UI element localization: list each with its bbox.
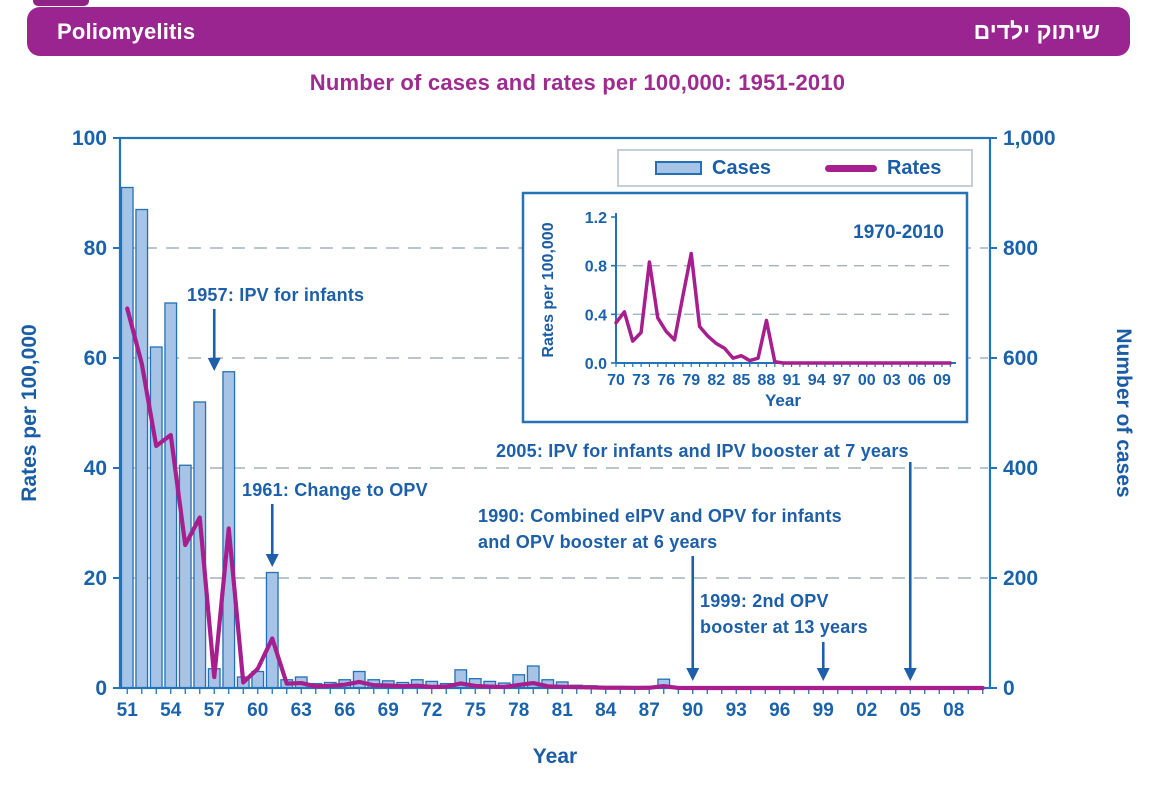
svg-text:57: 57 [204, 700, 225, 721]
svg-text:81: 81 [552, 700, 574, 721]
svg-text:75: 75 [465, 700, 487, 721]
x-axis-title: Year [532, 745, 578, 768]
svg-text:94: 94 [808, 372, 826, 389]
svg-text:69: 69 [378, 700, 399, 721]
annotation-1990-eipv-opv: 1990: Combined eIPV and OPV for infants … [478, 506, 842, 552]
annotation-arrow-1990 [686, 556, 700, 681]
svg-text:0.0: 0.0 [585, 356, 607, 373]
svg-text:0: 0 [95, 677, 107, 700]
svg-text:80: 80 [84, 237, 107, 260]
svg-text:100: 100 [72, 127, 107, 150]
inset-chart: 0.0 0.4 0.8 1.2 70 73 76 79 82 85 88 91 94 97 00 03 06 09 [521, 191, 969, 424]
annotation-arrow-1961 [265, 504, 279, 567]
svg-text:90: 90 [682, 700, 703, 721]
svg-text:400: 400 [1003, 457, 1038, 480]
svg-text:82: 82 [707, 372, 725, 389]
svg-text:66: 66 [334, 700, 355, 721]
inset-range-label: 1970-2010 [853, 222, 944, 243]
inset-rates-line [614, 251, 953, 365]
svg-text:70: 70 [607, 372, 625, 389]
svg-text:78: 78 [508, 700, 529, 721]
svg-text:1,000: 1,000 [1003, 127, 1056, 150]
svg-text:20: 20 [84, 567, 107, 590]
svg-text:03: 03 [883, 372, 901, 389]
svg-text:76: 76 [657, 372, 675, 389]
banner-title-english: Poliomyelitis [57, 18, 196, 44]
svg-text:600: 600 [1003, 347, 1038, 370]
annotation-1961-opv: 1961: Change to OPV [242, 480, 428, 500]
svg-text:200: 200 [1003, 567, 1038, 590]
svg-text:60: 60 [247, 700, 268, 721]
svg-text:85: 85 [732, 372, 750, 389]
annotation-1999-opv-booster: 1999: 2nd OPV booster at 13 years [700, 591, 868, 637]
svg-text:60: 60 [84, 347, 107, 370]
svg-text:06: 06 [908, 372, 926, 389]
svg-text:88: 88 [758, 372, 776, 389]
annotation-arrow-1957 [207, 309, 221, 371]
svg-text:40: 40 [84, 457, 107, 480]
page-title: Number of cases and rates per 100,000: 1… [309, 70, 846, 95]
svg-text:02: 02 [856, 700, 877, 721]
svg-text:51: 51 [117, 700, 139, 721]
svg-text:63: 63 [291, 700, 312, 721]
svg-text:93: 93 [726, 700, 747, 721]
svg-text:0.4: 0.4 [585, 307, 607, 324]
banner-title-hebrew: שיתוק ילדים [973, 18, 1100, 44]
svg-text:87: 87 [639, 700, 660, 721]
svg-text:54: 54 [160, 700, 182, 721]
svg-text:1.2: 1.2 [585, 210, 607, 227]
svg-text:800: 800 [1003, 237, 1038, 260]
rates-line [125, 306, 985, 691]
legend-cases-swatch [655, 161, 702, 175]
inset-x-axis-title: Year [765, 391, 801, 410]
legend-rates-swatch [824, 164, 877, 172]
legend-rates-label: Rates [886, 156, 942, 179]
left-axis-title: Rates per 100,000 [18, 324, 41, 502]
legend: Cases Rates [617, 149, 973, 187]
inset-y-axis-title: Rates per 100,000 [540, 222, 557, 358]
annotation-arrow-1999 [816, 642, 830, 681]
svg-text:08: 08 [943, 700, 964, 721]
right-axis-title: Number of cases [1112, 328, 1135, 498]
banner: Poliomyelitis שיתוק ילדים [27, 7, 1130, 56]
svg-text:73: 73 [632, 372, 650, 389]
svg-text:72: 72 [421, 700, 442, 721]
annotation-arrow-2005 [903, 462, 917, 681]
svg-text:99: 99 [813, 700, 834, 721]
svg-text:96: 96 [769, 700, 790, 721]
svg-text:09: 09 [933, 372, 951, 389]
svg-text:0.8: 0.8 [585, 259, 607, 276]
annotation-1957-ipv: 1957: IPV for infants [187, 285, 365, 305]
svg-text:97: 97 [833, 372, 851, 389]
svg-text:84: 84 [595, 700, 617, 721]
svg-text:0: 0 [1003, 677, 1015, 700]
legend-cases-label: Cases [712, 156, 771, 179]
svg-text:00: 00 [858, 372, 876, 389]
svg-text:79: 79 [682, 372, 700, 389]
svg-text:91: 91 [783, 372, 801, 389]
annotation-2005-ipv-booster: 2005: IPV for infants and IPV booster at… [496, 441, 909, 461]
page-edge-artifact [33, 0, 89, 6]
svg-text:05: 05 [900, 700, 922, 721]
